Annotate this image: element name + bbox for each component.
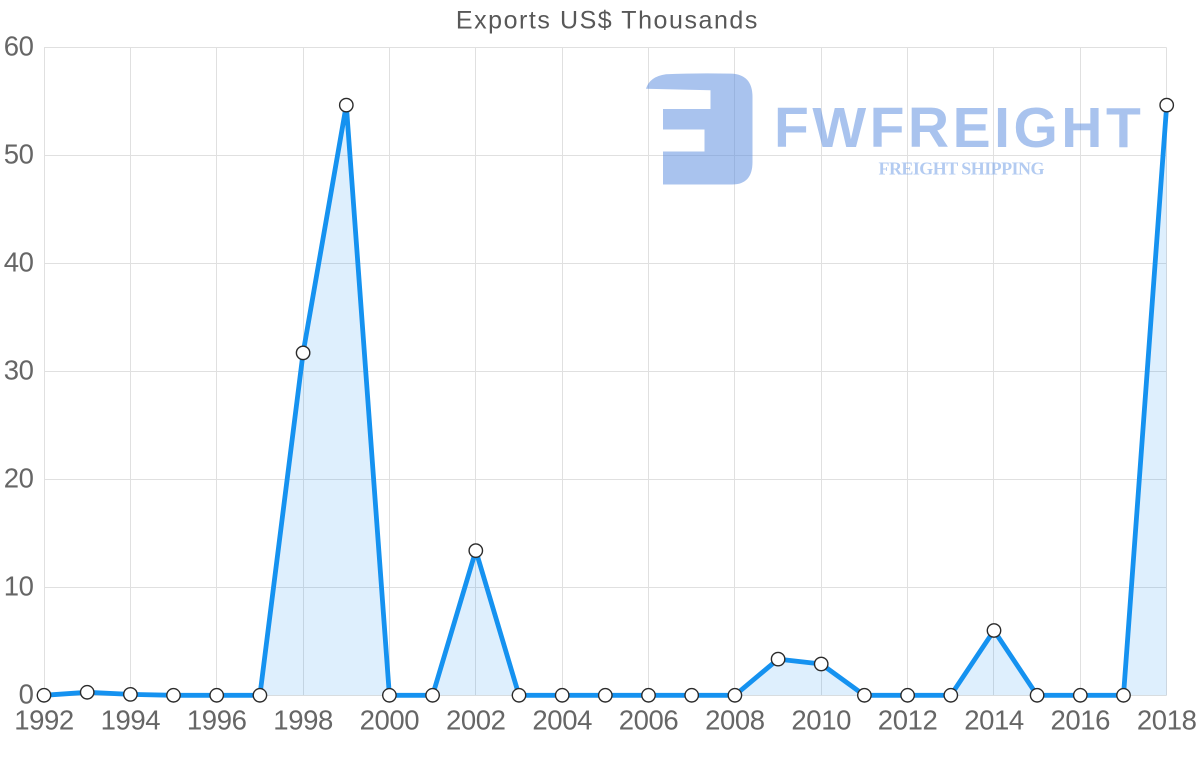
svg-text:2014: 2014	[964, 705, 1024, 736]
svg-text:2010: 2010	[791, 705, 851, 736]
svg-text:Exports US$ Thousands: Exports US$ Thousands	[456, 7, 759, 35]
svg-text:30: 30	[4, 355, 34, 386]
svg-text:50: 50	[4, 139, 34, 170]
svg-text:2008: 2008	[705, 705, 765, 736]
svg-text:1996: 1996	[187, 705, 247, 736]
svg-text:2016: 2016	[1051, 705, 1111, 736]
svg-text:60: 60	[4, 31, 34, 62]
svg-text:0: 0	[19, 679, 34, 710]
svg-text:FWFREIGHT: FWFREIGHT	[774, 96, 1144, 160]
svg-text:2002: 2002	[446, 705, 506, 736]
svg-text:2012: 2012	[878, 705, 938, 736]
svg-text:20: 20	[4, 463, 34, 494]
svg-text:1994: 1994	[101, 705, 161, 736]
svg-text:1998: 1998	[273, 705, 333, 736]
svg-text:2018: 2018	[1137, 705, 1197, 736]
svg-text:2006: 2006	[619, 705, 679, 736]
svg-text:10: 10	[4, 571, 34, 602]
svg-text:1992: 1992	[14, 705, 74, 736]
svg-text:FREIGHT SHIPPING: FREIGHT SHIPPING	[879, 159, 1045, 179]
svg-text:40: 40	[4, 247, 34, 278]
svg-text:2004: 2004	[532, 705, 592, 736]
svg-text:2000: 2000	[360, 705, 420, 736]
